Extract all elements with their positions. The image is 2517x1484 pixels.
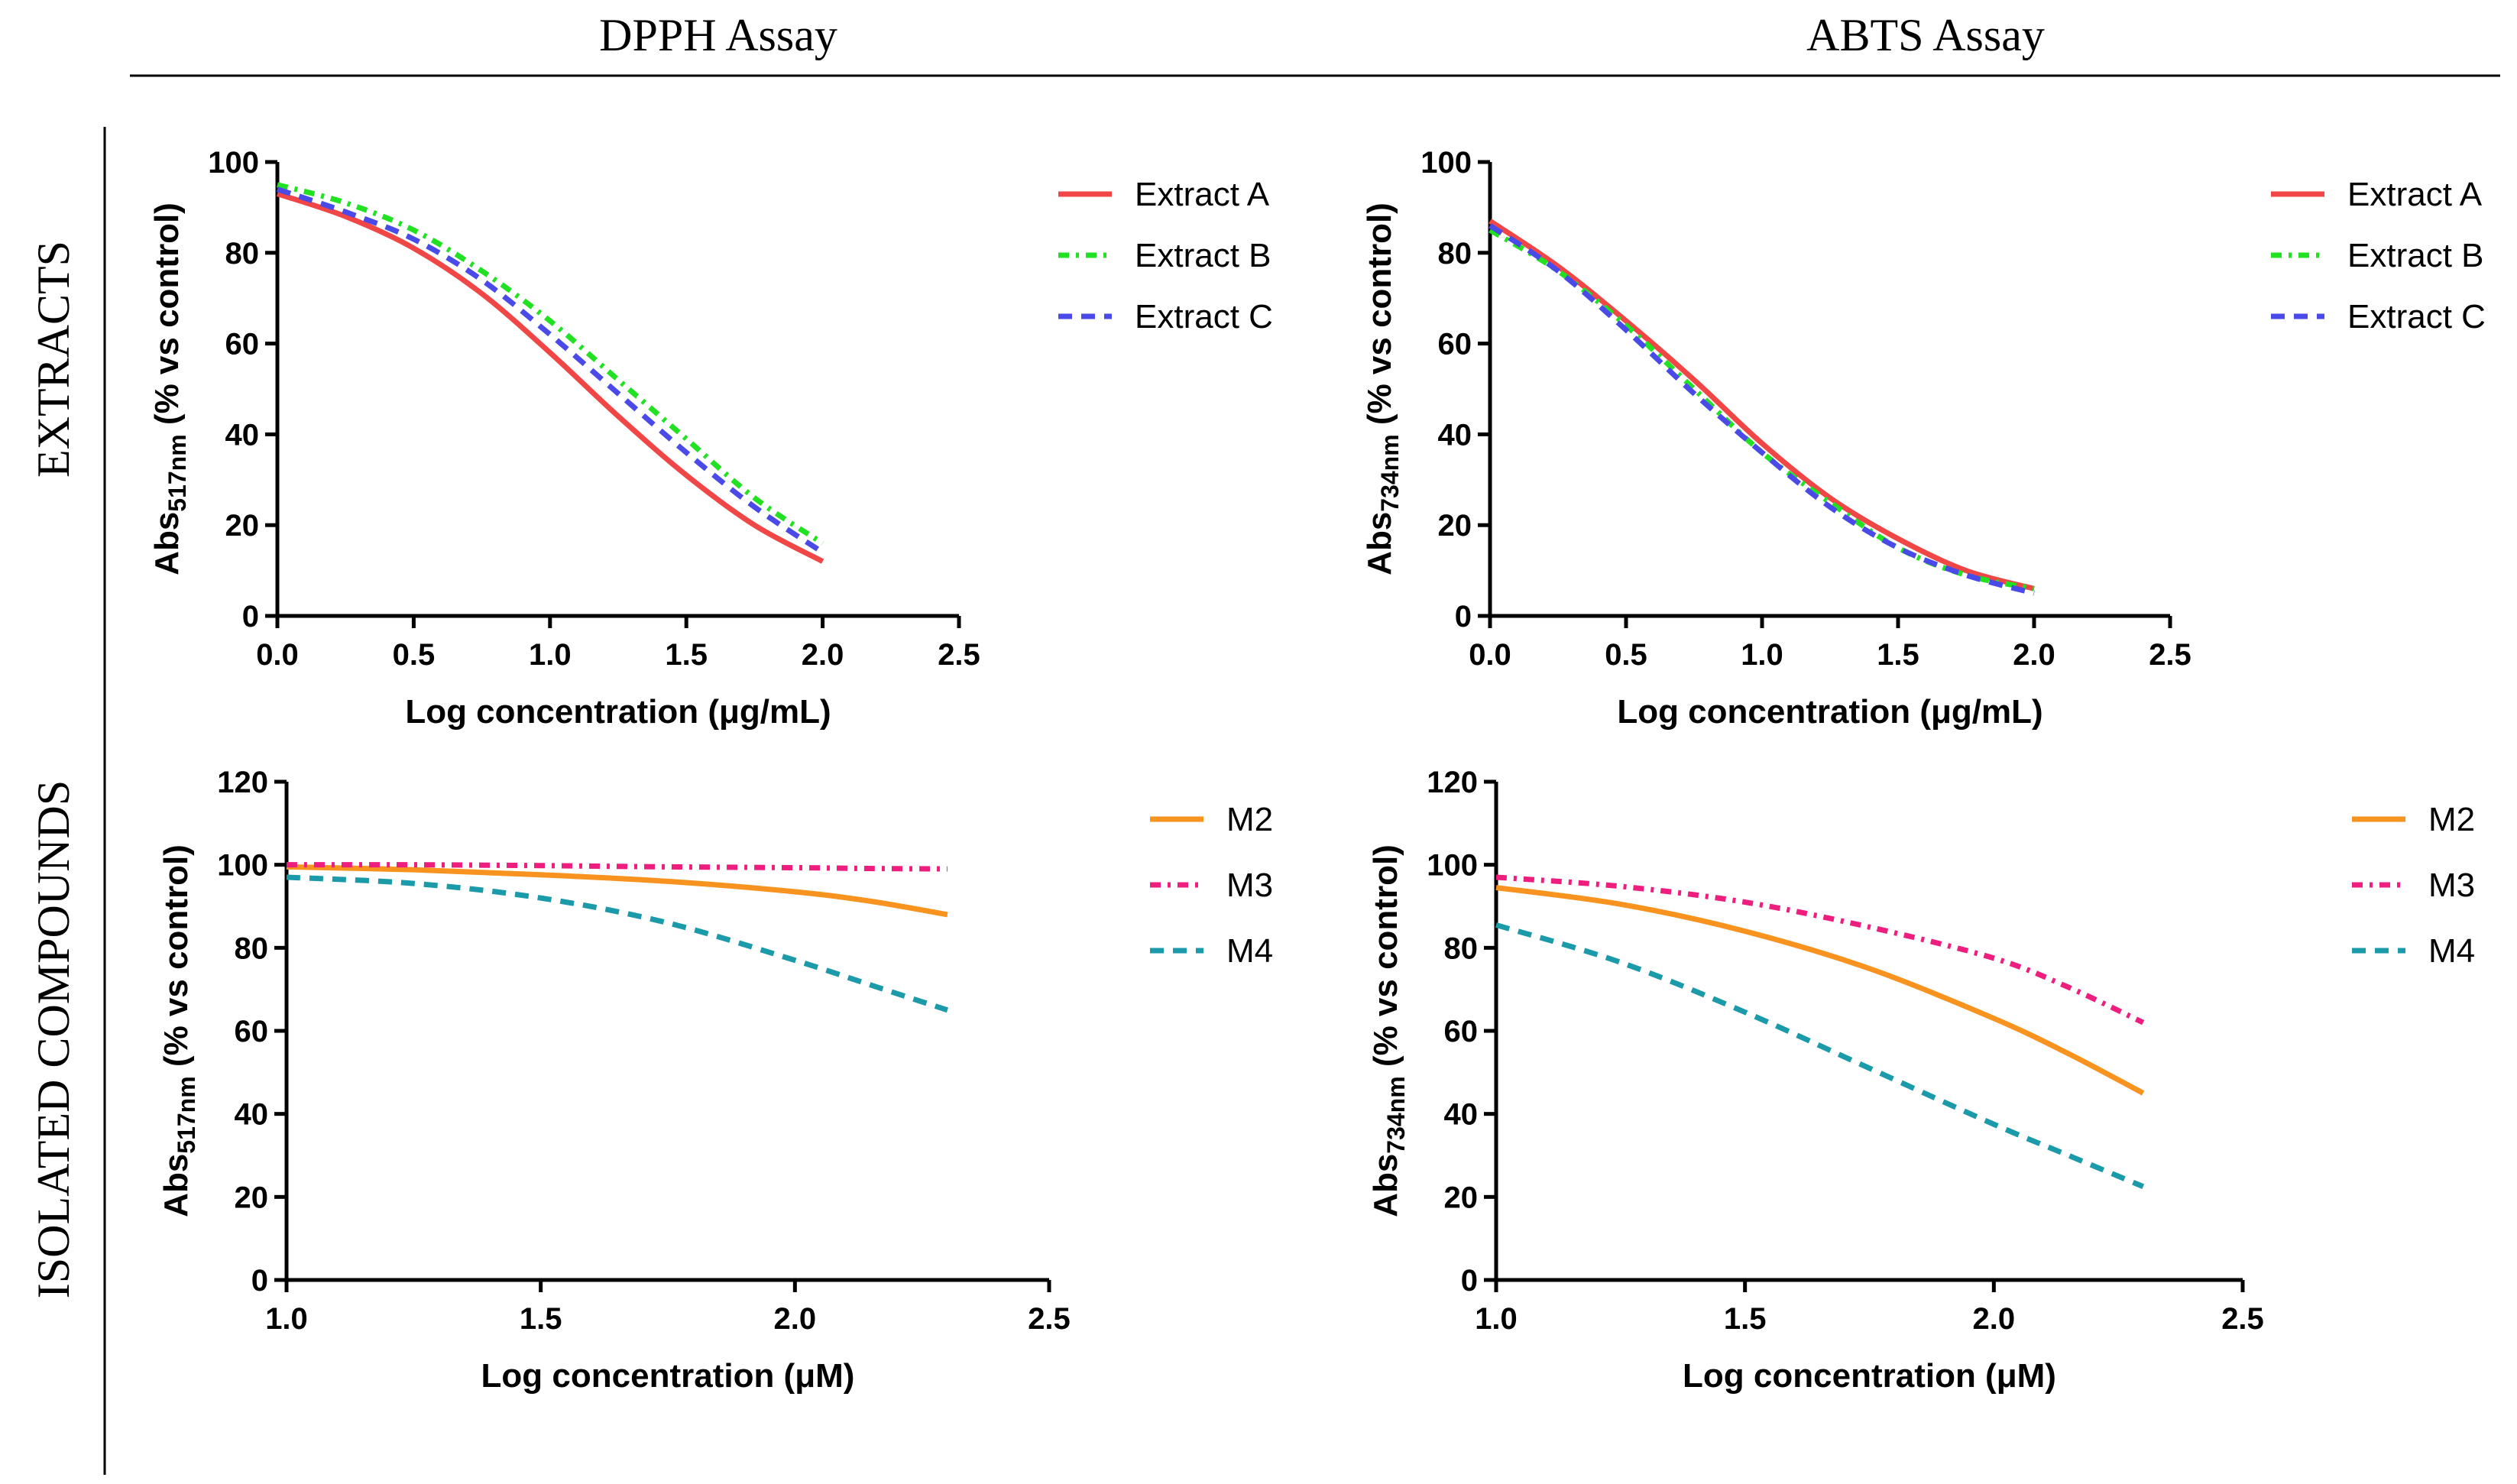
y-tick-label: 80 — [1438, 237, 1472, 271]
series-line-m3 — [1495, 874, 2145, 1026]
y-axis-title: Abs734nm (% vs control) — [1361, 203, 1404, 575]
y-tick-label: 120 — [217, 766, 268, 799]
x-tick-label: 1.5 — [520, 1302, 562, 1336]
series-line-extract-c — [276, 186, 824, 555]
legend-label: M2 — [2428, 801, 2475, 838]
charts-layer: 0.0 0.5 1.0 1.5 2.0 2.5 0 20 40 60 80 100 Log concen… — [148, 146, 2486, 1395]
y-tick-label: 20 — [225, 509, 260, 543]
legend-label: M4 — [1226, 932, 1273, 970]
x-tick-label: 0.5 — [1605, 638, 1647, 672]
series-line-m2 — [1495, 885, 2145, 1096]
y-tick-label: 40 — [225, 418, 260, 452]
x-axis-title: Log concentration (μg/mL) — [405, 693, 831, 731]
chart-abts-extracts: 0.0 0.5 1.0 1.5 2.0 2.5 0 20 40 60 80 100 Log concen… — [1361, 146, 2486, 731]
x-tick-label: 1.0 — [1741, 638, 1783, 672]
x-tick-label: 2.0 — [1973, 1302, 2016, 1336]
y-tick-label: 20 — [1444, 1181, 1479, 1214]
y-tick-label: 0 — [242, 600, 259, 633]
x-tick-label: 1.0 — [529, 638, 572, 672]
series-line-m3 — [286, 862, 948, 872]
series-line-extract-c — [1488, 223, 2035, 596]
x-tick-label: 2.5 — [938, 638, 980, 672]
y-tick-label: 20 — [235, 1181, 269, 1214]
legend-label: M2 — [1226, 801, 1273, 838]
series-line-extract-a — [276, 191, 824, 564]
x-tick-label: 1.5 — [1877, 638, 1919, 672]
legend-label: Extract B — [2347, 237, 2484, 274]
y-tick-label: 100 — [208, 146, 259, 180]
y-tick-label: 100 — [1420, 146, 1472, 180]
y-tick-label: 40 — [1438, 418, 1472, 452]
x-tick-label: 1.0 — [1475, 1302, 1518, 1336]
x-tick-label: 2.0 — [2013, 638, 2055, 672]
x-tick-label: 1.5 — [1724, 1302, 1767, 1336]
x-axis-title: Log concentration (μg/mL) — [1617, 693, 2042, 731]
y-tick-label: 100 — [217, 849, 268, 883]
chart-dpph-compounds: 1.0 1.5 2.0 2.5 0 20 40 60 80 100 120 Log concentra… — [157, 766, 1273, 1395]
series-line-m4 — [286, 874, 949, 1013]
legend-label: Extract B — [1135, 237, 1271, 274]
legend-label: M4 — [2428, 932, 2475, 970]
y-axis-title: Abs517nm (% vs control) — [148, 203, 191, 575]
column-title-abts: ABTS Assay — [1806, 10, 2045, 60]
x-tick-label: 2.5 — [2149, 638, 2191, 672]
y-tick-label: 80 — [1444, 932, 1479, 965]
chart-abts-compounds: 1.0 1.5 2.0 2.5 0 20 40 60 80 100 120 Log concentra… — [1367, 766, 2475, 1395]
y-axis-title: Abs734nm (% vs control) — [1367, 844, 1410, 1217]
x-tick-label: 2.0 — [774, 1302, 817, 1336]
series-line-m4 — [1495, 922, 2145, 1189]
series-line-extract-b — [277, 182, 824, 546]
y-axis-title: Abs517nm (% vs control) — [157, 844, 200, 1217]
legend-label: Extract A — [1135, 176, 1270, 213]
legend-label: Extract C — [2347, 298, 2486, 335]
row-title-compounds: ISOLATED COMPOUNDS — [28, 780, 79, 1298]
y-tick-label: 120 — [1427, 766, 1478, 799]
x-axis-title: Log concentration (μM) — [1683, 1357, 2056, 1395]
legend-label: Extract C — [1135, 298, 1273, 335]
x-tick-label: 2.5 — [1028, 1302, 1071, 1336]
y-tick-label: 100 — [1427, 849, 1478, 883]
x-tick-label: 2.0 — [802, 638, 844, 672]
y-tick-label: 60 — [1444, 1015, 1479, 1048]
x-axis-title: Log concentration (μM) — [481, 1357, 855, 1395]
chart-dpph-extracts: 0.0 0.5 1.0 1.5 2.0 2.5 0 20 40 60 80 100 Log concen… — [148, 146, 1273, 731]
y-tick-label: 0 — [1455, 600, 1472, 633]
column-title-dpph: DPPH Assay — [599, 10, 837, 60]
y-tick-label: 80 — [225, 237, 260, 271]
legend-label: M3 — [1226, 867, 1273, 904]
y-tick-label: 40 — [235, 1098, 269, 1132]
y-tick-label: 0 — [1461, 1264, 1478, 1298]
y-tick-label: 60 — [235, 1015, 269, 1048]
x-tick-label: 0.5 — [393, 638, 436, 672]
y-tick-label: 60 — [225, 328, 260, 361]
x-tick-label: 1.5 — [665, 638, 708, 672]
x-tick-label: 2.5 — [2221, 1302, 2264, 1336]
y-tick-label: 0 — [251, 1264, 268, 1298]
row-title-extracts: EXTRACTS — [28, 241, 79, 478]
legend-label: M3 — [2428, 867, 2475, 904]
y-tick-label: 20 — [1438, 509, 1472, 543]
x-tick-label: 0.0 — [1469, 638, 1511, 672]
x-tick-label: 1.0 — [265, 1302, 308, 1336]
series-line-extract-a — [1488, 219, 2035, 591]
y-tick-label: 80 — [235, 932, 269, 965]
legend-label: Extract A — [2347, 176, 2483, 213]
y-tick-label: 40 — [1444, 1098, 1479, 1132]
y-tick-label: 60 — [1438, 328, 1472, 361]
series-line-m2 — [286, 864, 948, 918]
x-tick-label: 0.0 — [256, 638, 299, 672]
